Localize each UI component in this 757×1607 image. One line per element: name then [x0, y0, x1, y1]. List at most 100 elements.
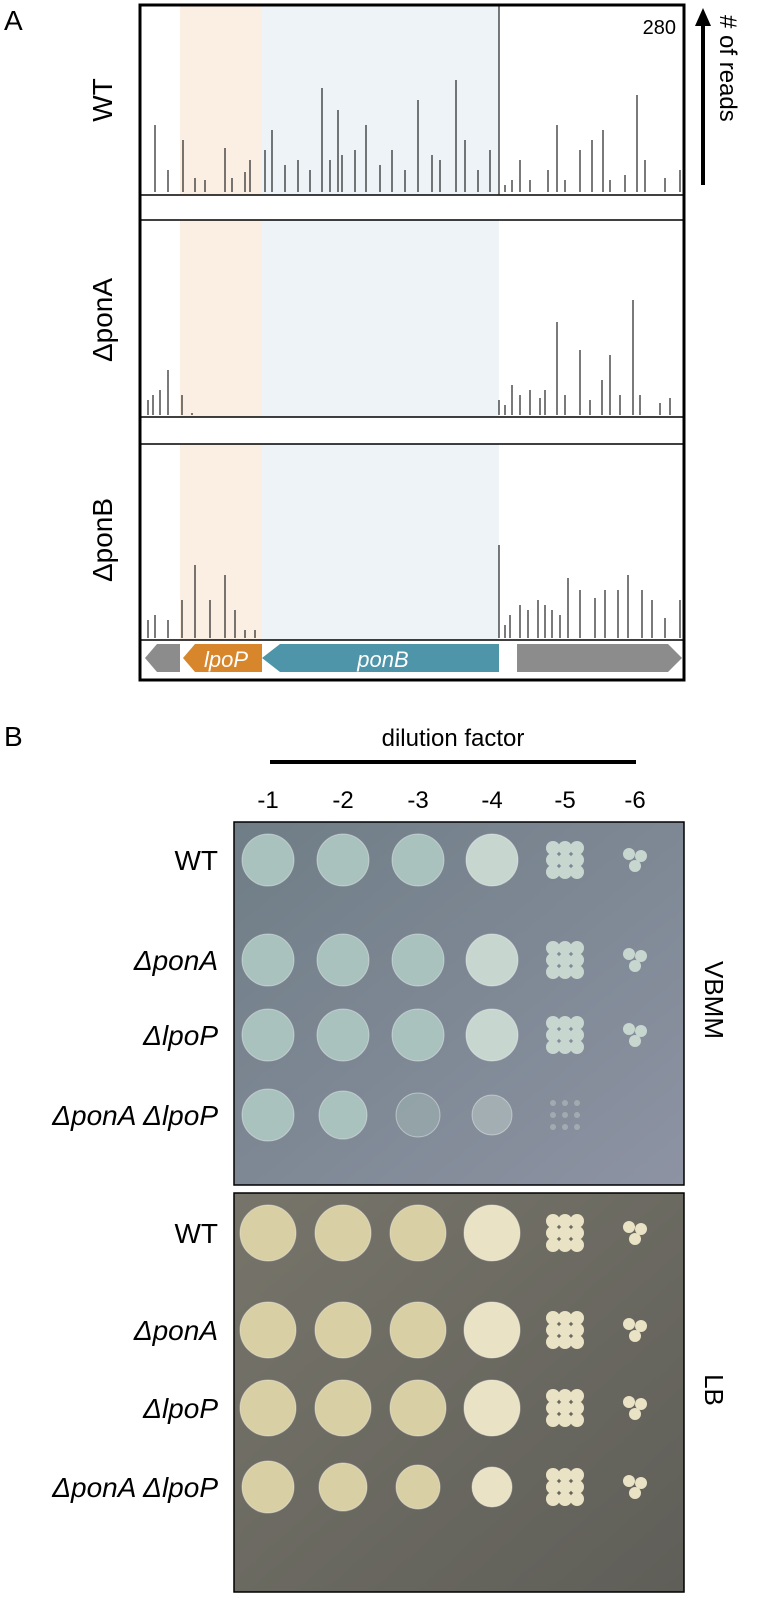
- colony: [623, 1318, 635, 1330]
- colony-spot: [239, 1204, 297, 1262]
- colony: [546, 853, 560, 867]
- colony: [570, 953, 584, 967]
- colony-spot: [314, 1204, 372, 1262]
- colony: [558, 1492, 572, 1506]
- colony: [635, 1320, 647, 1332]
- colony-spot: [389, 1379, 447, 1437]
- strain-label: ΔponA: [133, 1315, 218, 1346]
- colony: [550, 1124, 556, 1130]
- lpop-shade: [180, 5, 262, 640]
- dilution-label: -4: [481, 787, 502, 814]
- colony-spot: [395, 1464, 441, 1510]
- strain-label: WT: [174, 845, 218, 876]
- colony-spot: [465, 1008, 519, 1062]
- read-spikes: [154, 5, 681, 195]
- colony: [570, 1028, 584, 1042]
- colony: [562, 1100, 568, 1106]
- colony: [558, 953, 572, 967]
- colony-spot: [463, 1204, 521, 1262]
- strain-label: ΔponA ΔlpoP: [51, 1472, 218, 1503]
- colony: [558, 1226, 572, 1240]
- dilution-label: -2: [332, 787, 353, 814]
- track-label: WT: [87, 78, 118, 122]
- colony: [570, 1335, 584, 1349]
- colony-spot: [391, 933, 445, 987]
- colony: [570, 1468, 584, 1482]
- colony: [570, 1311, 584, 1325]
- colony: [558, 1401, 572, 1415]
- colony: [546, 1040, 560, 1054]
- strain-label: ΔponA ΔlpoP: [51, 1100, 218, 1131]
- colony: [558, 1389, 572, 1403]
- read-spikes: [147, 300, 671, 415]
- colony: [570, 1389, 584, 1403]
- colony-spot: [471, 1466, 513, 1508]
- colony: [570, 865, 584, 879]
- ponb-shade: [262, 5, 499, 640]
- colony: [546, 1468, 560, 1482]
- strain-label: ΔlpoP: [142, 1020, 218, 1051]
- colony: [558, 1016, 572, 1030]
- colony-spot: [389, 1301, 447, 1359]
- colony: [629, 1035, 641, 1047]
- panel-label: A: [4, 5, 23, 36]
- colony: [574, 1124, 580, 1130]
- colony-spot: [316, 933, 370, 987]
- colony: [570, 1226, 584, 1240]
- colony-spot: [241, 1008, 295, 1062]
- colony: [629, 960, 641, 972]
- scale-label: 280: [643, 17, 676, 39]
- colony: [558, 1311, 572, 1325]
- colony: [570, 1480, 584, 1494]
- colony: [546, 1413, 560, 1427]
- panel-frame: [138, 3, 686, 682]
- colony: [546, 1401, 560, 1415]
- colony-spot: [389, 1204, 447, 1262]
- colony: [570, 1016, 584, 1030]
- medium-label: VBMM: [699, 961, 729, 1039]
- colony: [629, 860, 641, 872]
- read-spikes: [147, 545, 681, 638]
- colony: [570, 1413, 584, 1427]
- colony: [558, 1335, 572, 1349]
- colony: [562, 1112, 568, 1118]
- dilution-label: -1: [257, 787, 278, 814]
- colony: [629, 1487, 641, 1499]
- colony: [623, 848, 635, 860]
- track-label: ΔponB: [87, 498, 118, 582]
- colony: [546, 1335, 560, 1349]
- colony: [558, 1413, 572, 1427]
- gene-arrow: [145, 644, 180, 672]
- colony: [635, 1477, 647, 1489]
- track-sep: [139, 416, 685, 445]
- colony: [550, 1100, 556, 1106]
- panel-label: B: [4, 721, 23, 752]
- colony: [546, 1492, 560, 1506]
- colony: [570, 1492, 584, 1506]
- colony: [546, 1238, 560, 1252]
- colony: [558, 941, 572, 955]
- colony-spot: [241, 1460, 295, 1514]
- strain-label: WT: [174, 1218, 218, 1249]
- colony: [574, 1100, 580, 1106]
- colony-spot: [314, 1301, 372, 1359]
- colony: [570, 841, 584, 855]
- colony: [570, 853, 584, 867]
- colony: [570, 965, 584, 979]
- colony: [546, 1311, 560, 1325]
- colony: [558, 1468, 572, 1482]
- colony: [546, 953, 560, 967]
- colony: [546, 1016, 560, 1030]
- colony: [558, 1214, 572, 1228]
- colony: [558, 1040, 572, 1054]
- colony: [546, 865, 560, 879]
- colony: [558, 1323, 572, 1337]
- colony: [570, 1323, 584, 1337]
- colony-spot: [463, 1301, 521, 1359]
- colony-spot: [241, 833, 295, 887]
- colony: [546, 841, 560, 855]
- colony: [570, 1040, 584, 1054]
- colony: [574, 1112, 580, 1118]
- colony: [558, 865, 572, 879]
